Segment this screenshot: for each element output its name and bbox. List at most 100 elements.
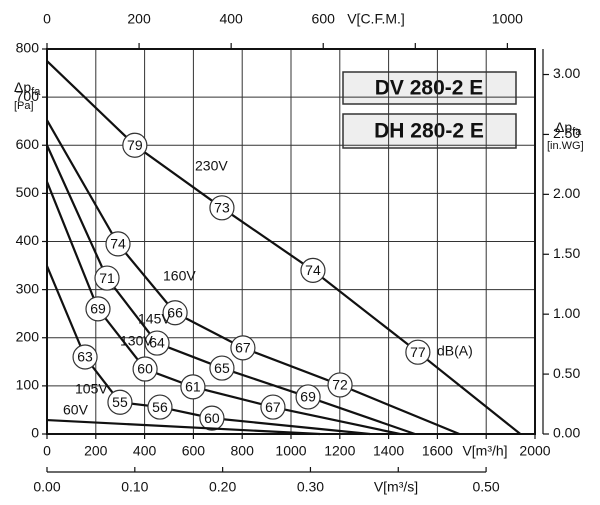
- db-marker: [199, 405, 225, 431]
- x2-tick-label: 0.00: [33, 479, 60, 495]
- x-tick-label: 2000: [519, 443, 550, 459]
- db-marker: [147, 394, 173, 420]
- curve: [45, 144, 416, 436]
- y-axis-title: Δpfa: [14, 79, 41, 98]
- db-label: 69: [300, 389, 316, 405]
- series-label: 60V: [63, 402, 89, 418]
- x-tick-label: 1400: [373, 443, 404, 459]
- series-label: 160V: [163, 268, 196, 284]
- db-marker: [260, 394, 286, 420]
- x-tick-label: 0: [43, 443, 51, 459]
- x-tick-label: 800: [231, 443, 255, 459]
- x-tick-label: 600: [182, 443, 206, 459]
- x-tick-label: 1200: [324, 443, 355, 459]
- y-tick-label: 700: [16, 88, 40, 104]
- x3-tick-label: 400: [219, 11, 243, 27]
- y2-tick-label: 1.50: [553, 245, 580, 261]
- db-label: 64: [149, 335, 165, 351]
- db-marker: [132, 356, 158, 382]
- y2-tick-label: 1.00: [553, 305, 580, 321]
- y2-tick-label: 0.50: [553, 365, 580, 381]
- db-label: 79: [127, 137, 143, 153]
- y2-axis-unit: [in.WG]: [547, 140, 584, 152]
- y2-axis-symbol: Δp: [555, 119, 572, 135]
- db-label: 69: [90, 301, 106, 317]
- db-label: 71: [99, 270, 115, 286]
- db-label: 74: [110, 236, 126, 252]
- db-marker: [105, 231, 131, 257]
- db-marker: [230, 335, 256, 361]
- db-marker: [162, 300, 188, 326]
- model-box: [342, 71, 517, 105]
- x3-axis-title: V[C.F.M.]: [347, 11, 405, 27]
- x2-tick-label: 0.20: [209, 479, 236, 495]
- curve: [46, 60, 522, 435]
- x2-tick-label: 0.30: [297, 479, 324, 495]
- db-marker: [209, 355, 235, 381]
- db-label: 72: [332, 377, 348, 393]
- x2-tick-label: 0.10: [121, 479, 148, 495]
- db-marker: [300, 257, 326, 283]
- db-label: 77: [410, 344, 426, 360]
- x-axis-title: V[m³/h]: [462, 443, 507, 459]
- model-box: [342, 113, 517, 149]
- db-marker: [405, 339, 431, 365]
- db-label: 67: [265, 399, 281, 415]
- y-tick-label: 0: [31, 425, 39, 441]
- unit-label: dB(A): [437, 343, 473, 359]
- db-marker: [107, 389, 133, 415]
- x3-tick-label: 0: [43, 11, 51, 27]
- y-axis-subscript: fa: [31, 86, 41, 98]
- db-label: 55: [112, 394, 128, 410]
- series-label: 230V: [195, 158, 228, 174]
- series-label: 105V: [75, 381, 108, 397]
- db-label: 74: [305, 262, 321, 278]
- db-label: 60: [137, 361, 153, 377]
- db-marker: [295, 384, 321, 410]
- y-tick-label: 800: [16, 40, 40, 56]
- db-marker: [144, 330, 170, 356]
- db-marker: [72, 344, 98, 370]
- db-label: 61: [185, 379, 201, 395]
- y2-tick-label: 0.00: [553, 425, 580, 441]
- y-tick-label: 200: [16, 328, 40, 344]
- model-label: DV 280-2 E: [375, 77, 484, 100]
- x-tick-label: 1000: [275, 443, 306, 459]
- y2-tick-label: 3.00: [553, 65, 580, 81]
- db-label: 56: [152, 399, 168, 415]
- db-label: 67: [235, 340, 251, 356]
- y-axis-symbol: Δp: [14, 79, 31, 95]
- db-label: 63: [77, 349, 93, 365]
- model-label: DH 280-2 E: [374, 120, 484, 143]
- plot-frame: [46, 48, 536, 435]
- y-tick-label: 600: [16, 136, 40, 152]
- db-label: 73: [214, 200, 230, 216]
- y2-axis-subscript: fa: [572, 126, 582, 138]
- y2-tick-label: 2.50: [553, 125, 580, 141]
- db-marker: [122, 132, 148, 158]
- x3-tick-label: 600: [312, 11, 336, 27]
- series-label: 145V: [138, 311, 171, 327]
- db-marker: [180, 374, 206, 400]
- y-axis-unit: [Pa]: [14, 100, 34, 112]
- y-tick-label: 100: [16, 377, 40, 393]
- db-marker: [209, 195, 235, 221]
- db-marker: [327, 372, 353, 398]
- y2-axis-title: Δpfa: [555, 119, 582, 138]
- db-marker: [85, 296, 111, 322]
- x2-axis-title: V[m³/s]: [374, 479, 418, 495]
- y-tick-label: 400: [16, 232, 40, 248]
- curve: [46, 418, 321, 436]
- db-label: 65: [214, 360, 230, 376]
- x-tick-label: 400: [133, 443, 157, 459]
- curve: [46, 119, 460, 436]
- x-tick-label: 200: [84, 443, 108, 459]
- db-label: 66: [167, 304, 183, 320]
- x3-tick-label: 200: [127, 11, 151, 27]
- y2-tick-label: 2.00: [553, 185, 580, 201]
- db-label: 60: [204, 410, 220, 426]
- curve: [45, 181, 401, 436]
- y-tick-label: 500: [16, 184, 40, 200]
- x-tick-label: 1600: [422, 443, 453, 459]
